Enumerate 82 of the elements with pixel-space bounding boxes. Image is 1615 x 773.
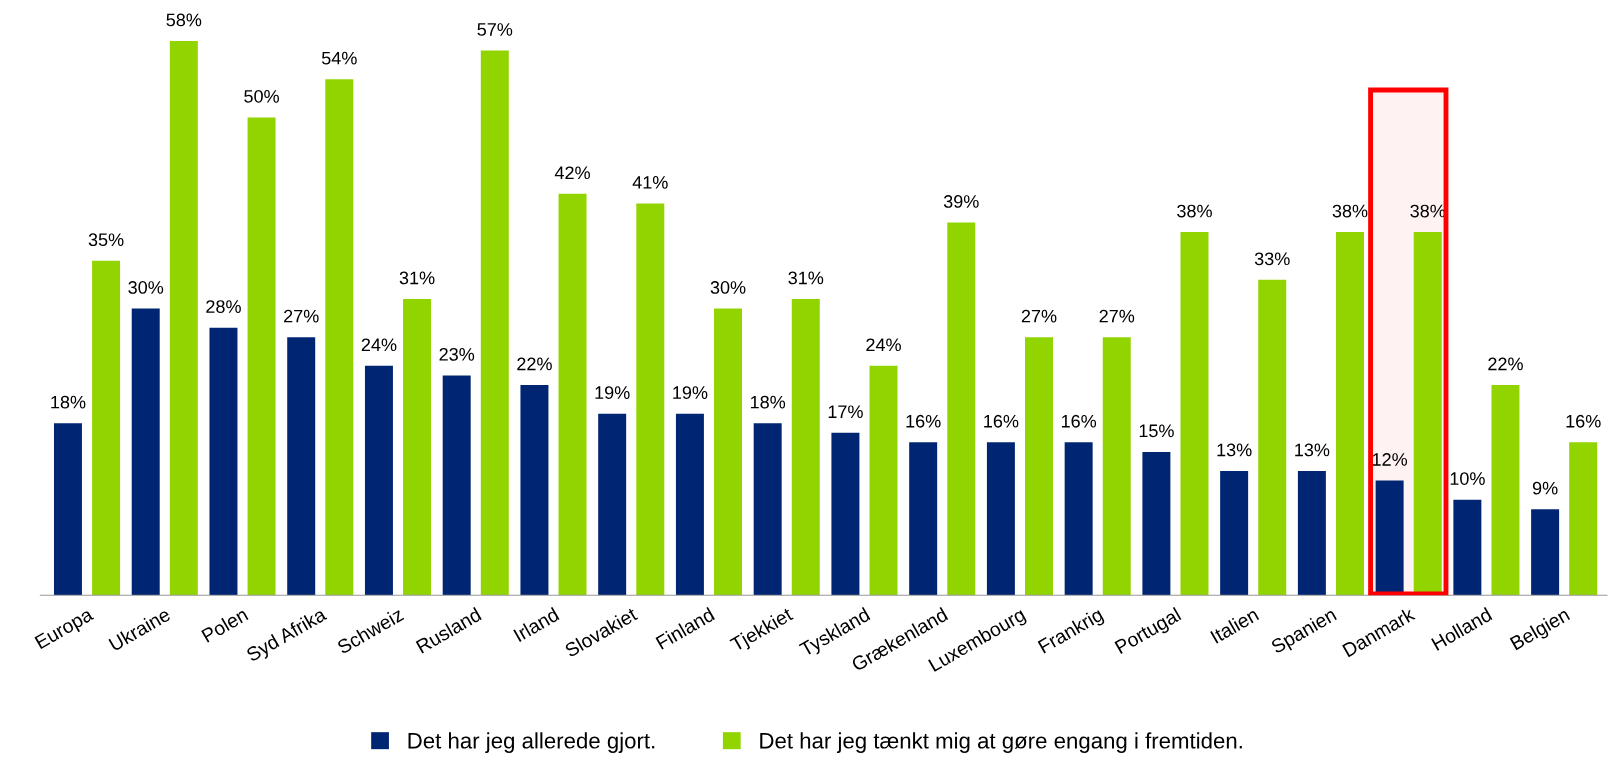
bar xyxy=(209,327,238,596)
data-label: 24% xyxy=(866,338,901,352)
data-label: 27% xyxy=(1021,309,1057,323)
data-label: 30% xyxy=(710,281,746,294)
bar xyxy=(53,423,82,596)
bar xyxy=(1220,470,1249,596)
data-label: 10% xyxy=(1450,472,1485,485)
bar xyxy=(714,308,743,596)
data-label: 17% xyxy=(828,405,863,419)
bar xyxy=(1142,451,1171,596)
data-label: 31% xyxy=(399,271,435,285)
bar xyxy=(131,308,160,596)
data-label: 18% xyxy=(51,395,86,409)
bar xyxy=(831,432,860,596)
data-label: 58% xyxy=(166,13,202,27)
bar xyxy=(909,442,938,596)
data-label: 13% xyxy=(1295,443,1330,457)
data-label: 30% xyxy=(128,281,164,294)
data-label: 41% xyxy=(632,176,668,189)
bar xyxy=(869,365,898,596)
bar xyxy=(753,423,782,596)
bar xyxy=(169,40,198,596)
data-label: 13% xyxy=(1217,443,1252,457)
bar xyxy=(403,298,432,596)
data-label: 31% xyxy=(788,271,824,285)
bar xyxy=(92,260,121,596)
data-label: 15% xyxy=(1139,424,1174,438)
data-label: 16% xyxy=(1061,414,1097,428)
data-label: 18% xyxy=(750,395,786,409)
bar xyxy=(1297,470,1326,596)
data-label: 27% xyxy=(284,309,319,323)
legend-label: Det har jeg tænkt mig at gøre engang i fremtiden. xyxy=(760,732,1242,753)
bar xyxy=(947,222,976,596)
bar xyxy=(791,298,820,596)
bar xyxy=(1453,499,1482,596)
data-label: 38% xyxy=(1332,204,1368,218)
bar xyxy=(364,365,393,596)
data-label: 24% xyxy=(361,338,397,352)
bar xyxy=(1531,509,1560,596)
x-tick-label: Polen xyxy=(200,606,249,643)
bar xyxy=(247,117,276,596)
x-tick-label: Italien xyxy=(1209,606,1260,644)
bar xyxy=(1491,384,1520,596)
bar xyxy=(520,384,549,596)
data-label: 19% xyxy=(595,386,630,399)
legend-label: Det har jeg allerede gjort. xyxy=(408,732,655,753)
bar xyxy=(558,193,587,596)
bar xyxy=(1569,442,1598,596)
bar xyxy=(1180,232,1209,596)
bar xyxy=(598,413,627,596)
data-label: 16% xyxy=(984,414,1019,428)
bar xyxy=(1025,337,1053,596)
data-label: 16% xyxy=(906,414,941,428)
data-label: 9% xyxy=(1532,481,1558,495)
data-label: 22% xyxy=(1488,357,1523,371)
bar xyxy=(1258,279,1287,596)
data-label: 22% xyxy=(517,357,552,371)
bar xyxy=(1335,232,1364,596)
bar xyxy=(636,203,665,596)
data-label: 38% xyxy=(1410,204,1446,218)
bar xyxy=(325,79,354,596)
bar xyxy=(442,375,471,596)
bar xyxy=(480,50,509,596)
data-label: 38% xyxy=(1177,204,1212,218)
data-label: 28% xyxy=(206,300,241,313)
data-label: 50% xyxy=(244,89,279,103)
data-label: 33% xyxy=(1254,252,1290,266)
bar xyxy=(675,413,704,596)
data-label: 16% xyxy=(1566,414,1601,428)
data-label: 42% xyxy=(554,166,590,180)
data-label: 54% xyxy=(321,51,357,65)
bar xyxy=(287,337,316,596)
data-label: 39% xyxy=(943,195,979,208)
bar xyxy=(1102,337,1131,596)
data-label: 23% xyxy=(439,347,475,361)
data-label: 27% xyxy=(1099,309,1135,323)
data-label: 19% xyxy=(673,386,708,399)
data-label: 12% xyxy=(1372,453,1408,466)
data-label: 57% xyxy=(477,23,513,36)
bar xyxy=(1064,442,1093,596)
bar xyxy=(986,442,1015,596)
data-label: 35% xyxy=(88,233,124,247)
